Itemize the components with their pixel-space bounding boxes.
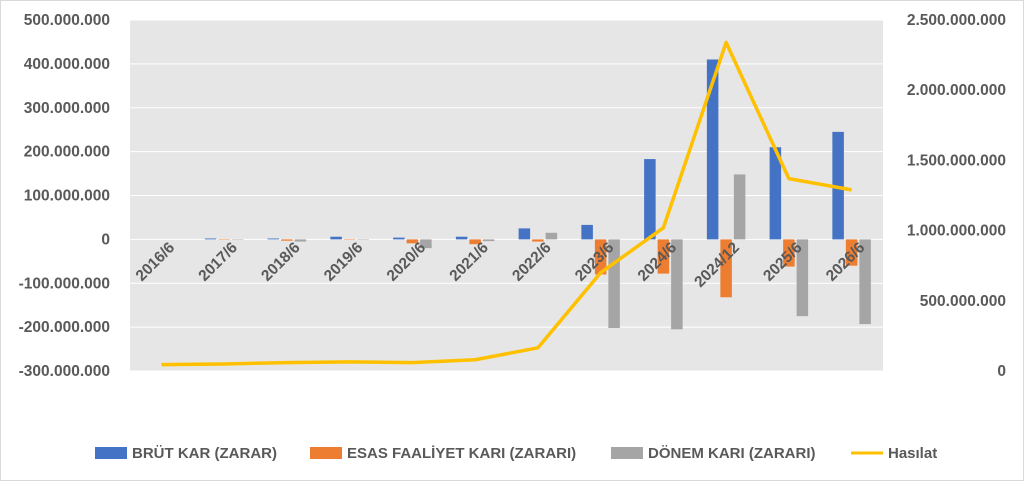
right-axis-tick-label: 2.500.000.000	[907, 12, 1006, 29]
legend-swatch	[310, 447, 342, 459]
bar	[720, 239, 732, 298]
legend-label: DÖNEM KARI (ZARARI)	[648, 445, 815, 462]
bar	[796, 239, 809, 317]
bar	[267, 238, 280, 240]
left-axis-tick-label: 400.000.000	[24, 56, 110, 73]
bar	[845, 239, 858, 266]
right-axis-tick-labels: 0 500.000.000 1.000.000.000 1.500.000.000 2.…	[907, 12, 1006, 380]
bar	[420, 239, 432, 249]
bar	[783, 239, 795, 267]
left-axis-tick-label: 300.000.000	[24, 100, 110, 117]
bar	[594, 239, 607, 275]
legend-swatch	[95, 447, 127, 459]
bar	[469, 239, 481, 245]
bar	[482, 239, 495, 242]
bar	[518, 228, 531, 240]
left-axis-tick-label: 200.000.000	[24, 144, 110, 161]
bar	[608, 239, 620, 329]
bar	[545, 232, 558, 240]
legend-label: Hasılat	[888, 445, 937, 462]
gridlines	[130, 19, 883, 372]
left-axis-tick-label: 500.000.000	[24, 12, 110, 29]
right-axis-tick-label: 2.000.000.000	[907, 82, 1006, 99]
legend[interactable]: BRÜT KAR (ZARAR) ESAS FAALİYET KARI (ZARA…	[95, 445, 937, 462]
bar	[294, 239, 307, 242]
legend-swatch	[611, 447, 643, 459]
bar	[455, 236, 468, 240]
right-axis-tick-label: 1.000.000.000	[907, 223, 1006, 240]
series-line	[161, 40, 852, 367]
bar	[657, 239, 670, 274]
bar	[393, 237, 405, 240]
left-axis-tick-label: 100.000.000	[24, 188, 110, 205]
bar	[832, 131, 844, 240]
left-axis-tick-label: -200.000.000	[19, 319, 110, 336]
bar	[644, 159, 656, 240]
bar	[733, 174, 746, 240]
bar	[671, 239, 683, 330]
legend-label: BRÜT KAR (ZARAR)	[132, 445, 277, 462]
legend-label: ESAS FAALİYET KARI (ZARARI)	[347, 445, 576, 462]
right-axis-tick-label: 1.500.000.000	[907, 152, 1006, 169]
bars-layer	[142, 59, 871, 330]
left-axis-tick-labels: -300.000.000 -200.000.000 -100.000.000 0 100…	[19, 12, 110, 380]
bar	[706, 59, 719, 240]
left-axis-tick-label: -300.000.000	[19, 363, 110, 380]
left-axis-tick-label: -100.000.000	[19, 275, 110, 292]
left-axis-tick-label: 0	[101, 231, 110, 248]
right-axis-tick-label: 0	[997, 363, 1006, 380]
bar	[769, 147, 782, 240]
bar	[406, 239, 419, 244]
right-axis-tick-label: 500.000.000	[920, 293, 1006, 310]
bar	[581, 224, 593, 240]
bar	[859, 239, 871, 325]
line-layer	[161, 40, 852, 367]
bar	[532, 239, 544, 242]
bar	[330, 236, 342, 240]
bar	[281, 239, 293, 241]
bar	[204, 238, 217, 240]
